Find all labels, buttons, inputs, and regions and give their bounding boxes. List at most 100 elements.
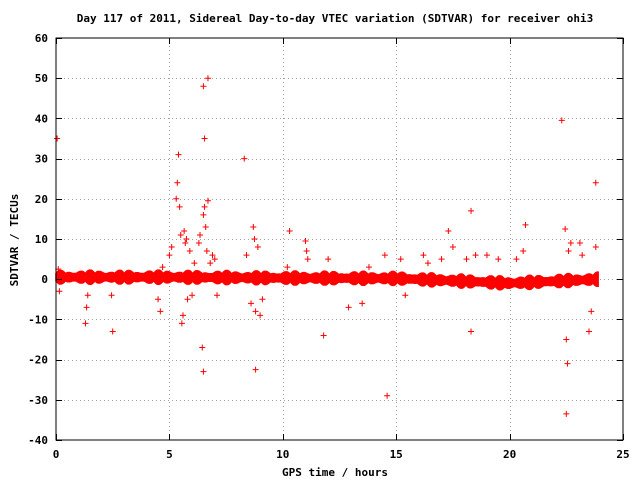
data-point (183, 236, 190, 242)
data-point (592, 244, 599, 251)
data-point (250, 223, 257, 230)
data-point (424, 260, 431, 267)
data-point (359, 300, 366, 307)
data-point (320, 332, 327, 339)
data-point (564, 360, 571, 367)
data-point (259, 296, 266, 303)
data-point (565, 248, 572, 255)
y-tick-label: -20 (28, 354, 48, 367)
data-point (82, 320, 89, 327)
data-point (243, 252, 250, 259)
dense-point-band (55, 269, 599, 291)
data-point (563, 410, 570, 417)
data-points (54, 75, 599, 417)
data-point (155, 296, 162, 303)
x-axis-tick-labels: 0 5 10 15 20 25 (53, 448, 630, 461)
data-point (402, 292, 409, 299)
data-point (201, 203, 208, 210)
data-point (83, 304, 90, 311)
x-tick-label: 10 (276, 448, 289, 461)
data-point (184, 296, 191, 303)
data-point (209, 252, 216, 259)
data-point (200, 211, 207, 218)
data-point (588, 308, 595, 315)
data-point (180, 312, 187, 319)
data-point (449, 244, 456, 251)
data-point (108, 292, 115, 299)
grid-lines (56, 38, 623, 440)
y-tick-label: 20 (35, 193, 48, 206)
data-point (252, 366, 259, 373)
y-tick-label: -30 (28, 394, 48, 407)
data-point (197, 231, 204, 238)
data-point (513, 256, 520, 263)
data-point (202, 223, 209, 230)
data-point (252, 308, 259, 315)
data-point (200, 83, 207, 90)
data-point (204, 197, 211, 204)
y-tick-label: 30 (35, 153, 48, 166)
data-point (579, 252, 586, 259)
axis-ticks (56, 38, 624, 441)
data-point (284, 264, 291, 271)
data-point (303, 248, 310, 255)
data-point (56, 288, 63, 295)
data-point (302, 238, 309, 245)
data-point (214, 292, 221, 299)
x-tick-label: 20 (503, 448, 516, 461)
data-point (248, 300, 255, 307)
data-point (84, 292, 91, 299)
data-point (463, 256, 470, 263)
data-point (181, 227, 188, 234)
data-point (241, 155, 248, 162)
data-point (191, 260, 198, 267)
data-point (468, 328, 475, 335)
y-axis-label: SDTVAR / TECUs (8, 194, 21, 287)
data-point (585, 328, 592, 335)
data-point (384, 392, 391, 399)
data-point (201, 135, 208, 142)
y-tick-label: 50 (35, 72, 48, 85)
data-point (567, 240, 574, 247)
data-point (483, 252, 490, 259)
data-point (174, 179, 181, 186)
data-point (445, 227, 452, 234)
data-point (175, 151, 182, 158)
data-point (468, 207, 475, 214)
data-point (325, 256, 332, 263)
data-point (173, 195, 180, 202)
data-point (189, 292, 196, 299)
data-point (558, 117, 565, 124)
data-point (203, 248, 210, 255)
data-point (304, 256, 311, 263)
data-point (251, 236, 258, 242)
data-point (211, 256, 218, 263)
chart-title: Day 117 of 2011, Sidereal Day-to-day VTE… (77, 12, 594, 25)
data-point (204, 75, 211, 82)
x-tick-label: 0 (53, 448, 60, 461)
data-point (199, 344, 206, 351)
data-point (207, 260, 214, 267)
y-tick-label: 60 (35, 32, 48, 45)
data-point (576, 240, 583, 247)
y-tick-label: 0 (41, 273, 48, 286)
data-point (345, 304, 352, 311)
data-point (168, 244, 175, 251)
data-point (254, 244, 261, 251)
x-tick-label: 5 (166, 448, 173, 461)
data-point (159, 264, 166, 271)
data-point (157, 308, 164, 315)
data-band (55, 269, 599, 291)
data-point (522, 221, 529, 228)
data-point (176, 203, 183, 210)
data-point (257, 312, 264, 319)
data-point (420, 252, 427, 259)
data-point (182, 240, 189, 247)
data-point (286, 227, 293, 234)
y-axis-tick-labels: -40 -30 -20 -10 0 10 20 30 40 50 60 (28, 32, 48, 447)
data-point (365, 264, 372, 271)
x-axis-label: GPS time / hours (282, 466, 388, 479)
y-tick-label: -10 (28, 313, 48, 326)
x-tick-label: 15 (390, 448, 403, 461)
data-point (109, 328, 116, 335)
